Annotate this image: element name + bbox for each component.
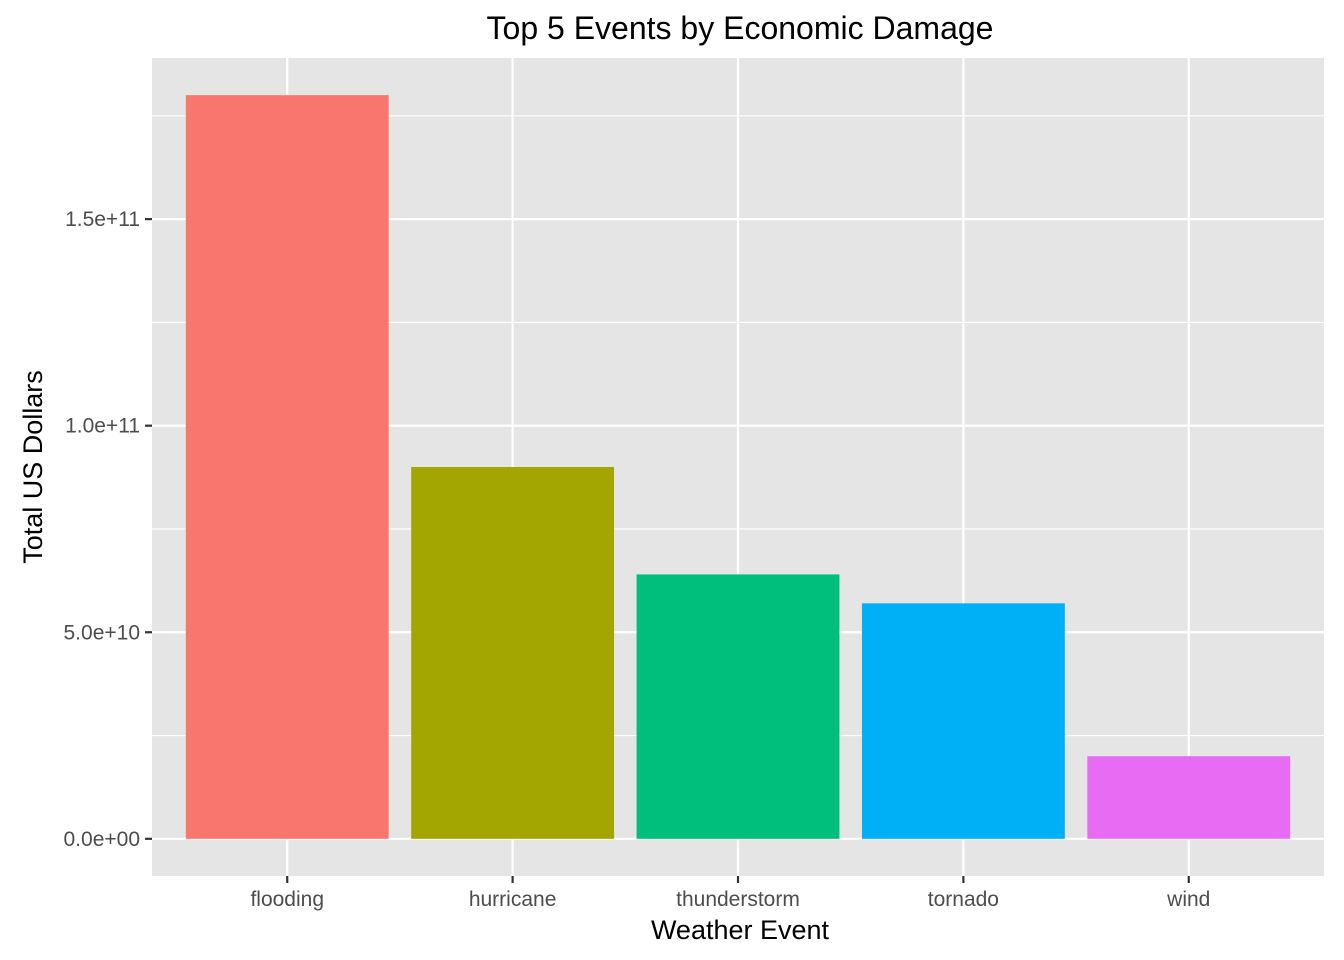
x-tick-label: thunderstorm bbox=[676, 888, 800, 911]
x-tick-label: hurricane bbox=[469, 888, 557, 911]
y-axis: 0.0e+00 5.0e+10 1.0e+11 1.5e+11 bbox=[64, 208, 152, 851]
x-tick-label: tornado bbox=[928, 888, 999, 911]
bars bbox=[185, 95, 1291, 839]
chart-title: Top 5 Events by Economic Damage bbox=[487, 10, 994, 46]
y-axis-title: Total US Dollars bbox=[18, 370, 48, 564]
bar-tornado bbox=[861, 603, 1065, 839]
y-tick-label: 0.0e+00 bbox=[64, 828, 141, 851]
y-tick-label: 1.5e+11 bbox=[65, 208, 140, 231]
y-tick-label: 1.0e+11 bbox=[65, 415, 140, 438]
y-tick-label: 5.0e+10 bbox=[64, 621, 141, 644]
bar-wind bbox=[1087, 756, 1291, 839]
bar-thunderstorm bbox=[636, 574, 840, 839]
bar-hurricane bbox=[411, 467, 615, 839]
bar-flooding bbox=[185, 95, 389, 839]
x-tick-label: wind bbox=[1166, 888, 1210, 911]
x-axis: flooding hurricane thunderstorm tornado wind bbox=[250, 876, 1210, 911]
x-tick-label: flooding bbox=[250, 888, 324, 911]
x-axis-title: Weather Event bbox=[651, 915, 830, 945]
